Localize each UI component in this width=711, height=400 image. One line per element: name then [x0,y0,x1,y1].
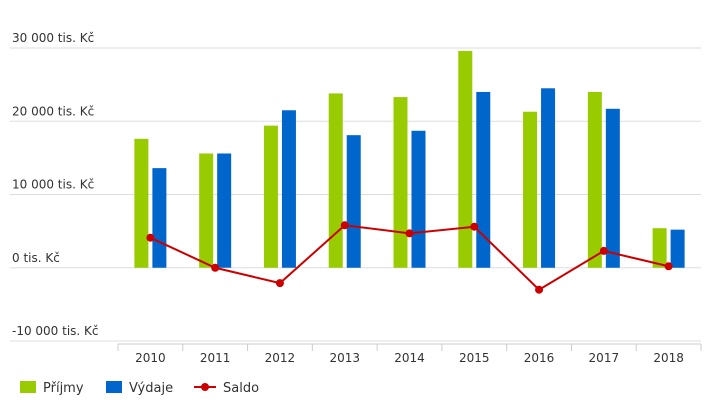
saldo-point[interactable] [211,263,220,272]
saldo-point[interactable] [535,285,544,294]
saldo-point[interactable] [470,222,479,231]
legend-marker-saldo [201,383,209,391]
bar-vydaje[interactable] [476,91,491,268]
legend-item-prijmy[interactable]: Příjmy [20,381,84,396]
saldo-point[interactable] [340,221,349,230]
bars [134,50,685,268]
saldo-point[interactable] [275,279,284,288]
bar-vydaje[interactable] [217,153,232,268]
bar-vydaje[interactable] [152,168,167,268]
bar-prijmy[interactable] [587,91,602,268]
bar-vydaje[interactable] [346,135,361,268]
legend-label-prijmy: Příjmy [43,381,84,396]
bar-prijmy[interactable] [458,50,473,268]
y-axis-labels: 30 000 tis. Kč 20 000 tis. Kč 10 000 tis. … [12,31,99,338]
legend[interactable]: Příjmy Výdaje Saldo [20,381,259,396]
bar-vydaje[interactable] [605,108,620,268]
legend-label-vydaje: Výdaje [129,381,173,396]
x-tick-label: 2018 [653,351,684,365]
x-tick-label: 2012 [265,351,296,365]
y-tick-label: 30 000 tis. Kč [12,31,94,45]
x-tick-label: 2015 [459,351,490,365]
legend-swatch-prijmy [20,381,36,393]
x-tick-label: 2011 [200,351,231,365]
bar-prijmy[interactable] [393,97,408,268]
y-tick-label: 0 tis. Kč [12,251,60,265]
bar-vydaje[interactable] [541,88,556,268]
legend-item-vydaje[interactable]: Výdaje [106,381,173,396]
x-tick-label: 2013 [329,351,360,365]
bar-prijmy[interactable] [328,93,343,268]
saldo-point[interactable] [405,229,414,238]
legend-label-saldo: Saldo [223,381,259,396]
x-tick-label: 2017 [589,351,620,365]
legend-item-saldo[interactable]: Saldo [194,381,259,396]
saldo-point[interactable] [664,262,673,271]
bar-vydaje[interactable] [411,130,426,268]
bar-vydaje[interactable] [670,229,685,268]
saldo-line [146,221,673,294]
bar-vydaje[interactable] [281,110,296,268]
bar-prijmy[interactable] [523,111,538,268]
bar-prijmy[interactable] [652,228,667,268]
saldo-point[interactable] [599,246,608,255]
bar-prijmy[interactable] [199,153,214,268]
bar-prijmy[interactable] [263,125,278,268]
x-tick-label: 2010 [135,351,166,365]
legend-swatch-vydaje [106,381,122,393]
x-axis: 2010 2011 2012 2013 2014 2015 2016 2017 2018 [117,343,702,365]
y-tick-label: -10 000 tis. Kč [12,324,99,338]
saldo-point[interactable] [146,233,155,242]
x-tick-label: 2016 [524,351,555,365]
y-tick-label: 20 000 tis. Kč [12,104,94,118]
bar-prijmy[interactable] [134,138,149,268]
x-tick-label: 2014 [394,351,425,365]
y-tick-label: 10 000 tis. Kč [12,178,94,192]
